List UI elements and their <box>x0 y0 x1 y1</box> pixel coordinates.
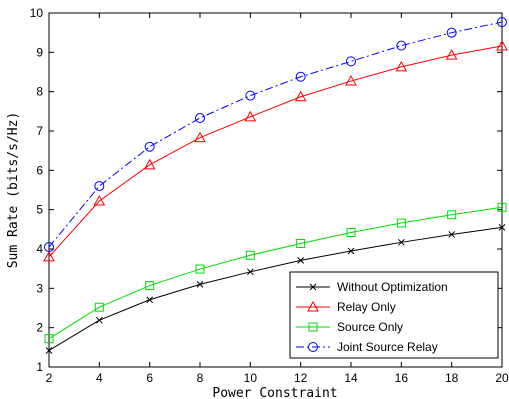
series-circle <box>44 17 507 253</box>
legend-label: Source Only <box>337 320 403 334</box>
y-tick-label: 7 <box>36 124 43 138</box>
x-tick-label: 12 <box>294 371 308 385</box>
legend-box <box>289 271 499 359</box>
data-point <box>294 90 307 102</box>
x-tick-label: 16 <box>395 371 409 385</box>
data-point <box>447 210 457 220</box>
data-point <box>497 17 507 28</box>
data-point <box>44 242 54 253</box>
data-point <box>145 281 155 291</box>
data-point <box>396 218 406 228</box>
data-point <box>395 60 408 72</box>
data-point <box>93 194 106 206</box>
data-point <box>347 247 355 255</box>
y-tick-label: 3 <box>36 281 43 295</box>
legend-entry: Relay Only <box>296 300 396 314</box>
legend-label: Without Optimization <box>337 280 448 294</box>
x-tick-label: 10 <box>244 371 258 385</box>
data-point <box>498 224 506 231</box>
x-axis-title: Power Constraint <box>212 386 337 399</box>
y-tick-label: 8 <box>36 85 43 99</box>
marker-stroke <box>45 347 53 354</box>
marker-stroke <box>448 231 456 238</box>
data-point <box>143 158 156 170</box>
data-point <box>396 40 407 51</box>
data-point <box>43 250 55 262</box>
series-triangle <box>43 40 508 262</box>
series-line <box>48 45 503 258</box>
data-point <box>446 27 457 38</box>
data-point <box>144 141 155 152</box>
data-point <box>346 227 356 237</box>
data-point <box>195 264 205 274</box>
data-point <box>146 296 154 304</box>
x-tick-label: 4 <box>96 371 103 385</box>
data-point <box>244 110 257 122</box>
y-tick-label: 10 <box>30 6 44 20</box>
series-square <box>44 202 507 344</box>
data-point <box>397 238 405 246</box>
marker-stroke <box>246 268 254 276</box>
y-tick-label: 6 <box>36 163 43 177</box>
legend: Without Optimization Relay Only Source Onl… <box>289 271 499 359</box>
y-tick-label: 4 <box>36 242 43 256</box>
data-point <box>95 316 103 324</box>
legend-label: Relay Only <box>337 300 396 314</box>
data-point <box>445 49 458 60</box>
data-point <box>245 90 256 101</box>
series-line <box>48 206 503 340</box>
data-point <box>448 231 456 238</box>
series-x <box>45 224 506 354</box>
legend-label: Joint Source Relay <box>337 340 438 354</box>
data-point <box>346 56 356 67</box>
legend-marker <box>308 322 318 332</box>
x-tick-label: 18 <box>445 371 459 385</box>
marker-stroke <box>196 281 204 288</box>
marker-stroke <box>297 257 305 264</box>
y-tick-label: 9 <box>36 45 43 59</box>
legend-marker <box>308 342 318 352</box>
legend-marker <box>307 300 319 312</box>
y-tick-label: 5 <box>36 203 43 217</box>
series-line <box>48 226 503 351</box>
y-tick-label: 1 <box>36 360 43 374</box>
marker-stroke <box>347 247 355 255</box>
data-point <box>196 281 204 288</box>
data-point <box>194 131 206 143</box>
data-point <box>45 347 53 354</box>
x-tick-label: 14 <box>344 371 358 385</box>
data-point <box>246 268 254 276</box>
legend-marker <box>309 283 317 291</box>
y-axis-title: Sum Rate (bits/s/Hz) <box>6 112 21 269</box>
data-point <box>94 302 104 312</box>
marker-stroke <box>95 316 103 324</box>
data-point <box>297 257 305 264</box>
legend-entry: Without Optimization <box>296 280 448 294</box>
marker-stroke <box>498 224 506 231</box>
data-point <box>345 75 357 86</box>
legend-entry: Source Only <box>296 320 403 334</box>
marker-stroke <box>146 296 154 304</box>
marker-stroke <box>397 238 405 246</box>
data-point <box>195 113 205 124</box>
y-tick-label: 2 <box>36 321 43 335</box>
data-point <box>94 181 105 192</box>
series-layer <box>43 17 508 354</box>
data-point <box>44 334 54 344</box>
x-tick-label: 20 <box>495 371 509 385</box>
legend-entry: Joint Source Relay <box>296 340 438 354</box>
data-point <box>497 202 507 212</box>
x-tick-label: 6 <box>146 371 153 385</box>
data-point <box>295 71 306 82</box>
x-tick-label: 2 <box>46 371 53 385</box>
data-point <box>296 238 306 248</box>
data-point <box>496 40 508 51</box>
x-tick-label: 8 <box>197 371 204 385</box>
data-point <box>245 250 255 260</box>
marker-stroke <box>309 283 317 291</box>
